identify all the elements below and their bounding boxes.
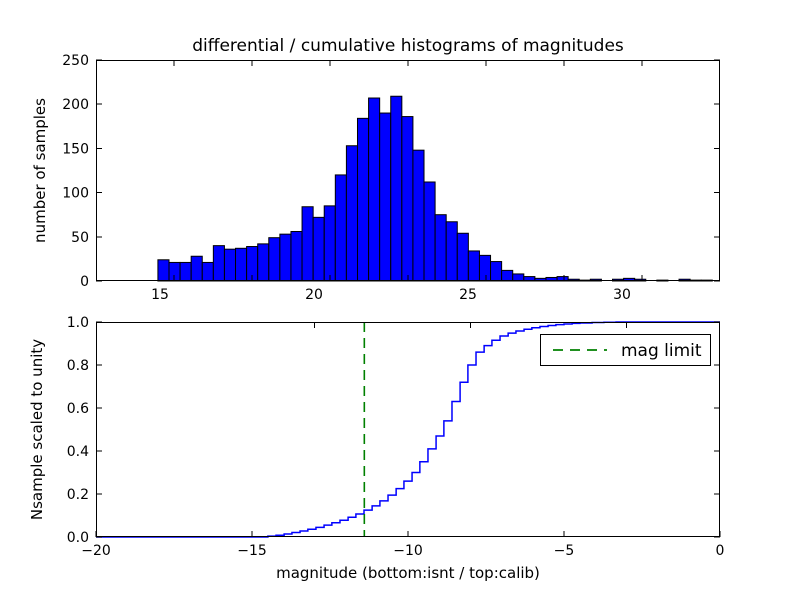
histogram-bar [401, 116, 414, 282]
histogram-bar [456, 232, 469, 282]
bottom-axes: −20 −15 −10 −5 0 0.0 0.2 0.4 0.6 0.8 1.0 [67, 315, 725, 559]
legend-label: mag limit [621, 341, 702, 361]
bottom-y-tick-label: 0.0 [67, 530, 89, 546]
histogram-bar [512, 273, 525, 282]
histogram-bar [490, 261, 503, 282]
cumulative-step-curve [96, 321, 720, 538]
top-x-tick-label: 20 [305, 287, 323, 303]
bottom-x-tick-label: 0 [716, 543, 725, 559]
histogram-bar [356, 117, 370, 282]
legend: mag limit [540, 334, 711, 366]
histogram-bar [312, 216, 325, 282]
top-y-tick-label: 150 [62, 141, 89, 157]
top-x-tick-label: 30 [613, 287, 631, 303]
histogram-bar [223, 248, 237, 282]
top-x-tick-label: 15 [151, 287, 169, 303]
histogram-bar [279, 233, 292, 282]
histogram-bar [257, 243, 270, 282]
top-y-tick-label: 50 [71, 230, 89, 246]
bottom-y-tick-label: 0.4 [67, 444, 89, 460]
histogram-bar [157, 259, 170, 282]
top-axes: 15 20 25 30 0 50 100 150 200 250 [62, 53, 720, 303]
bottom-y-axis-label: Nsample scaled to unity [28, 339, 46, 520]
histogram-bar [467, 250, 480, 282]
histogram-bar [445, 221, 458, 282]
bottom-x-axis-label: magnitude (bottom:isnt / top:calib) [276, 564, 540, 582]
bottom-x-tick-label: −5 [554, 543, 575, 559]
histogram-bar [323, 205, 336, 282]
bottom-x-tick-label: −20 [81, 543, 111, 559]
histogram-bar [390, 95, 403, 282]
bottom-x-tick-label: −10 [393, 543, 423, 559]
histogram-bar [190, 255, 203, 282]
histogram-bar [501, 269, 514, 282]
histogram-bar [168, 261, 181, 282]
histogram-bar [334, 174, 347, 282]
top-x-tick-label: 25 [459, 287, 477, 303]
bottom-x-tick-label: −15 [237, 543, 267, 559]
top-y-tick-label: 0 [80, 274, 89, 290]
figure-title: differential / cumulative histograms of … [192, 36, 624, 56]
histogram-bar [379, 112, 392, 282]
histogram-bar [179, 261, 192, 282]
bottom-y-tick-label: 0.6 [67, 401, 89, 417]
histogram-bars [157, 95, 713, 282]
histogram-bar [212, 245, 225, 282]
bottom-y-tick-label: 1.0 [67, 315, 89, 331]
bottom-y-tick-label: 0.8 [67, 358, 89, 374]
top-y-axis-label: number of samples [31, 98, 49, 243]
histogram-bar [423, 181, 436, 282]
bottom-y-tick-label: 0.2 [67, 487, 89, 503]
histogram-bar [345, 145, 358, 282]
top-y-tick-label: 100 [62, 186, 89, 202]
top-y-tick-label: 250 [62, 53, 89, 69]
histogram-bar [201, 261, 214, 282]
histogram-bar [268, 237, 281, 282]
legend-box [540, 334, 711, 366]
histogram-bar [434, 214, 447, 282]
histogram-bar [290, 230, 303, 282]
histogram-bar [478, 254, 492, 282]
histogram-bar [368, 97, 381, 282]
top-y-tick-label: 200 [62, 97, 89, 113]
histogram-bar [412, 149, 425, 282]
histogram-bar [235, 247, 248, 282]
histogram-bar [301, 206, 314, 282]
